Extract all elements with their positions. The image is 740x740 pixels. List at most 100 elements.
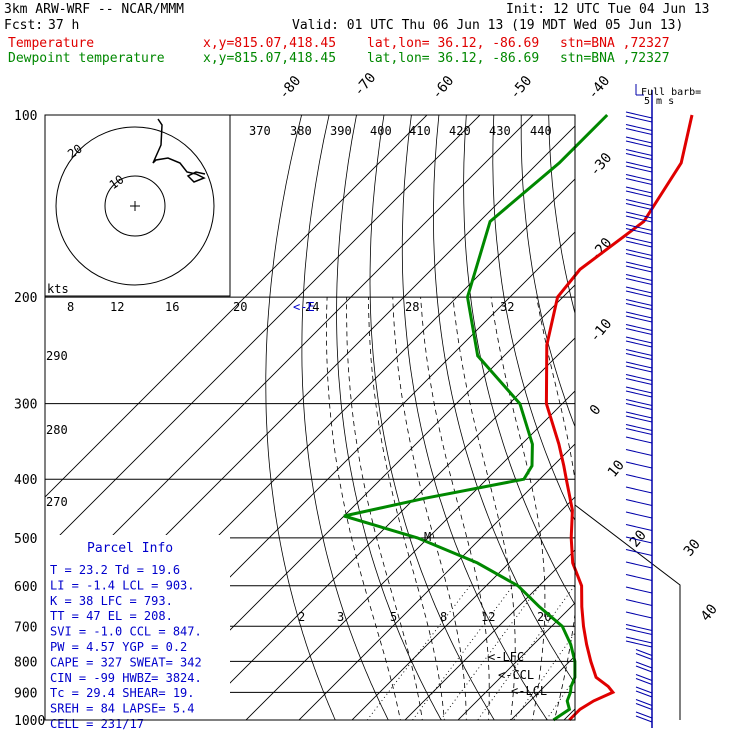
wind-barb xyxy=(625,449,653,456)
wind-barb xyxy=(625,390,653,398)
isotherm xyxy=(563,708,575,720)
isotherm xyxy=(710,87,740,733)
wind-barb xyxy=(625,328,653,335)
wind-barb xyxy=(625,290,653,298)
wind-barb xyxy=(625,124,653,131)
wind-barb xyxy=(625,186,653,194)
kts-label-value: 12 xyxy=(110,300,124,314)
isotherm xyxy=(245,390,575,720)
wind-barb xyxy=(635,715,653,723)
dry-adiabat xyxy=(492,115,575,522)
wind-barb xyxy=(625,149,653,156)
forecast-hours: 37 h xyxy=(48,18,79,33)
mixing-ratio-label: 3 xyxy=(337,610,344,624)
pressure-label: 800 xyxy=(14,655,37,670)
wind-barb xyxy=(625,424,653,431)
pressure-tick-labels: 100 200 300 400 500 600 700 800 900 1000 xyxy=(14,109,45,729)
moist-adiabat xyxy=(392,297,467,720)
pressure-label: 700 xyxy=(14,620,37,635)
kts-label-value: 16 xyxy=(165,300,179,314)
isotherm xyxy=(139,284,575,720)
wind-barb xyxy=(625,299,653,306)
wind-barb xyxy=(625,115,653,123)
wind-barb xyxy=(635,674,653,681)
moist-adiabat xyxy=(536,297,575,720)
wind-barb xyxy=(625,261,653,269)
theta-label: 390 xyxy=(330,124,352,138)
kts-label-value: 20 xyxy=(233,300,247,314)
wind-barb xyxy=(625,336,653,344)
mixing-ratio-label: 8 xyxy=(440,610,447,624)
isotherm xyxy=(604,87,740,733)
dry-adiabat xyxy=(709,87,740,733)
wind-barb xyxy=(625,399,653,406)
theta-label: 440 xyxy=(530,124,552,138)
dry-adiabat xyxy=(629,87,740,733)
wind-barb xyxy=(625,249,653,256)
wind-barb xyxy=(625,486,653,494)
isotherm-label: 10 xyxy=(605,457,628,480)
isotherm xyxy=(45,115,534,604)
wind-barb xyxy=(625,349,653,356)
isotherm-label: -80 xyxy=(276,73,305,103)
dry-adiabat xyxy=(336,115,442,720)
full-barb-value: 5 m s xyxy=(644,96,674,107)
wind-barb xyxy=(625,586,653,594)
hodograph-ring-label-outer: 20 xyxy=(65,141,85,161)
theta-label: 400 xyxy=(370,124,392,138)
theta-label: 420 xyxy=(449,124,471,138)
wind-barb xyxy=(625,378,653,385)
dew-latlon: lat,lon= 36.12, -86.69 xyxy=(367,51,539,66)
isotherm xyxy=(351,496,575,720)
parcel-info-row: SVI = -1.0 CCL = 847. xyxy=(50,625,202,639)
moist-adiabat xyxy=(420,297,490,720)
legend-temperature: Temperature xyxy=(8,36,94,51)
storm-motion-label: <-E xyxy=(293,300,315,314)
wind-barb xyxy=(625,524,653,531)
wind-barb xyxy=(625,511,653,519)
wind-barb xyxy=(625,136,653,144)
wind-barb xyxy=(625,415,653,423)
dry-adiabat xyxy=(602,87,740,733)
theta-label: 430 xyxy=(489,124,511,138)
wind-barb xyxy=(625,353,653,360)
isotherm-label: 30 xyxy=(681,536,704,559)
wind-barb xyxy=(625,436,653,444)
wind-barb xyxy=(625,240,653,248)
wind-barb xyxy=(625,211,653,219)
pressure-label: 100 xyxy=(14,109,37,124)
dry-adiabat xyxy=(548,115,575,315)
moist-adiabat xyxy=(452,297,516,720)
wind-barb xyxy=(625,215,653,223)
wind-barb xyxy=(625,165,653,173)
wind-barb xyxy=(635,690,653,698)
pressure-label: 900 xyxy=(14,686,37,701)
moist-adiabat xyxy=(572,297,620,733)
wind-barb xyxy=(625,640,653,648)
wind-barb xyxy=(625,324,653,331)
background-lines xyxy=(45,87,740,733)
pressure-label: 600 xyxy=(14,580,37,595)
wind-barb xyxy=(625,228,653,235)
wind-barb xyxy=(635,649,653,656)
wind-barb xyxy=(625,190,653,198)
parcel-info: Parcel Info T = 23.2 Td = 19.6LI = -1.4 … xyxy=(45,535,230,731)
legend-dewpoint: Dewpoint temperature xyxy=(8,51,165,66)
wind-barb xyxy=(625,199,653,206)
parcel-info-rows: T = 23.2 Td = 19.6LI = -1.4 LCL = 903. K … xyxy=(50,563,202,731)
isotherm-label: -70 xyxy=(351,70,380,100)
hodograph-ring-outer xyxy=(55,126,215,286)
wind-barb xyxy=(625,361,653,369)
wind-barb xyxy=(625,549,653,556)
wind-barbs xyxy=(625,111,653,723)
wind-barb xyxy=(635,665,653,673)
valid-time: Valid: 01 UTC Thu 06 Jun 13 (19 MDT Wed … xyxy=(292,18,683,33)
hodograph-ring-label-inner: 10 xyxy=(107,172,127,192)
kts-label-value: 24 xyxy=(305,300,319,314)
mixing-ratio-label: 2 xyxy=(298,610,305,624)
ccl-marker: <-CCL xyxy=(498,668,534,682)
mixing-ratio-line xyxy=(581,586,680,733)
dry-adiabat xyxy=(520,115,575,428)
wind-barb xyxy=(625,161,653,169)
parcel-info-row: CIN = -99 HWBZ= 3824. xyxy=(50,671,202,685)
